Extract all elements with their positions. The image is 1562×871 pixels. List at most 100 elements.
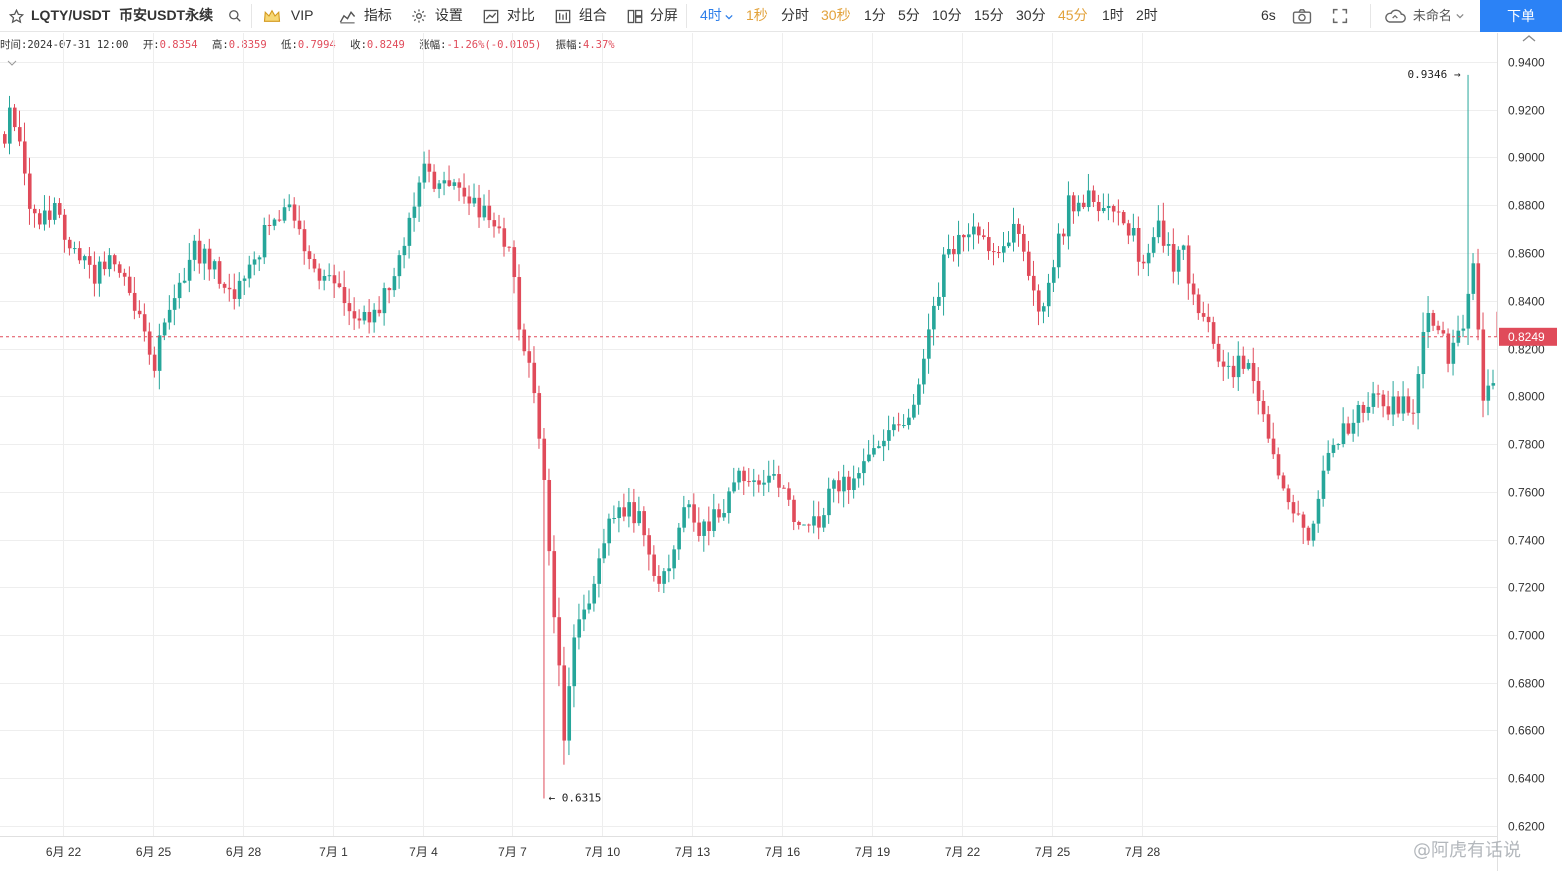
collapse-info-chevron-icon[interactable]: [7, 60, 17, 66]
interval-10m[interactable]: 10分: [932, 7, 962, 23]
candle-body: [1026, 251, 1031, 276]
candle-body: [12, 107, 17, 128]
candle-body: [752, 480, 756, 482]
candle: [1376, 384, 1381, 408]
candle: [417, 176, 422, 222]
candle: [612, 505, 616, 524]
candle: [1236, 341, 1241, 391]
candle: [1451, 329, 1456, 376]
interval-2h[interactable]: 2时: [1136, 7, 1158, 23]
candle-body: [1041, 306, 1046, 312]
gear-icon: [412, 9, 426, 23]
candle: [1131, 213, 1136, 242]
camera-icon[interactable]: [1292, 0, 1312, 31]
time-axis[interactable]: 6月 22 6月 25 6月 28 7月 1 7月 4 7月 7 7月 10 7月 13 7月 …: [46, 845, 1161, 859]
refresh-rate[interactable]: 6s: [1261, 7, 1276, 23]
symbol-title[interactable]: LQTY/USDT: [31, 7, 111, 23]
candle: [647, 528, 651, 571]
candle: [1071, 192, 1076, 224]
candle: [462, 173, 467, 204]
candle: [882, 429, 886, 462]
candle-body: [1316, 498, 1321, 524]
interval-1m[interactable]: 1分: [864, 7, 886, 23]
candle: [407, 212, 412, 259]
candle: [1291, 494, 1296, 523]
candle: [1396, 391, 1401, 418]
candles[interactable]: [3, 74, 1501, 799]
candle: [192, 234, 197, 272]
interval-5m[interactable]: 5分: [898, 7, 920, 23]
candle: [1161, 202, 1166, 253]
candle-body: [767, 475, 771, 483]
vip-button[interactable]: VIP: [263, 0, 313, 31]
candle-body: [662, 571, 666, 584]
candle: [1476, 248, 1481, 341]
price-tick-label: 0.6400: [1508, 772, 1545, 786]
candle: [1066, 181, 1071, 250]
settings-button[interactable]: 设置: [411, 0, 463, 31]
order-button[interactable]: 下单: [1480, 0, 1562, 32]
market-name[interactable]: 币安USDT永续: [119, 7, 214, 23]
high-label: 高:: [211, 39, 229, 51]
vip-label: VIP: [290, 7, 314, 23]
divider: [251, 4, 252, 28]
candle: [827, 477, 831, 524]
candle-body: [312, 258, 317, 269]
favorite-star-icon[interactable]: [8, 0, 25, 31]
cloud-icon: [1385, 9, 1406, 23]
cloud-layout-button[interactable]: 未命名: [1384, 0, 1464, 31]
indicator-chart-icon: [339, 10, 356, 24]
candle-body: [572, 637, 577, 687]
price-tick-label: 0.6200: [1508, 820, 1545, 834]
interval-30m[interactable]: 30分: [1016, 7, 1046, 23]
indicators-button[interactable]: 指标: [339, 0, 392, 31]
candle: [1046, 273, 1051, 317]
candle: [622, 493, 626, 522]
candle-body: [267, 225, 272, 227]
candle: [1201, 301, 1206, 322]
candle: [637, 496, 641, 526]
interval-1h[interactable]: 1时: [1102, 7, 1124, 23]
interval-timeline[interactable]: 分时: [781, 7, 809, 23]
candle: [562, 646, 567, 765]
candle: [582, 594, 587, 632]
candle-body: [117, 264, 122, 273]
candle-body: [1281, 475, 1286, 489]
candle: [3, 131, 7, 148]
split-screen-button[interactable]: 分屏: [627, 0, 678, 31]
candle-body: [1131, 227, 1136, 236]
candle: [802, 524, 806, 526]
candle-body: [1086, 190, 1091, 208]
candle: [1166, 232, 1171, 256]
candle: [1386, 390, 1391, 421]
candle-body: [232, 289, 237, 299]
candle-body: [1046, 282, 1051, 307]
candle: [442, 171, 447, 196]
candle: [287, 194, 292, 212]
candle-body: [1121, 212, 1126, 224]
candle-body: [912, 404, 916, 418]
interval-1s[interactable]: 1秒: [746, 7, 768, 23]
candle: [1151, 227, 1156, 258]
candle: [1461, 314, 1466, 338]
interval-4h[interactable]: 4时: [700, 0, 733, 31]
combo-button[interactable]: 组合: [555, 0, 607, 31]
candle: [297, 205, 302, 235]
candle-body: [542, 438, 547, 480]
interval-15m[interactable]: 15分: [974, 7, 1004, 23]
interval-45m[interactable]: 45分: [1058, 7, 1088, 23]
candle-body: [1036, 290, 1041, 312]
divider: [686, 4, 687, 28]
candlestick-chart[interactable]: 0.9346 → ← 0.6315 0.9400 0.9200 0.9000 0.880…: [0, 33, 1562, 871]
candle: [1301, 511, 1306, 544]
candle-body: [877, 446, 881, 449]
candle-body: [447, 180, 452, 186]
price-tick-label: 0.9200: [1508, 104, 1545, 118]
candle: [897, 412, 901, 432]
search-icon[interactable]: [228, 0, 242, 31]
fullscreen-icon[interactable]: [1332, 0, 1348, 31]
scroll-up-chevron-icon[interactable]: [1522, 35, 1536, 42]
compare-button[interactable]: 对比: [483, 0, 535, 31]
interval-30s[interactable]: 30秒: [821, 7, 851, 23]
price-axis[interactable]: 0.9400 0.9200 0.9000 0.8800 0.8600 0.8400 0.82…: [1499, 56, 1557, 834]
